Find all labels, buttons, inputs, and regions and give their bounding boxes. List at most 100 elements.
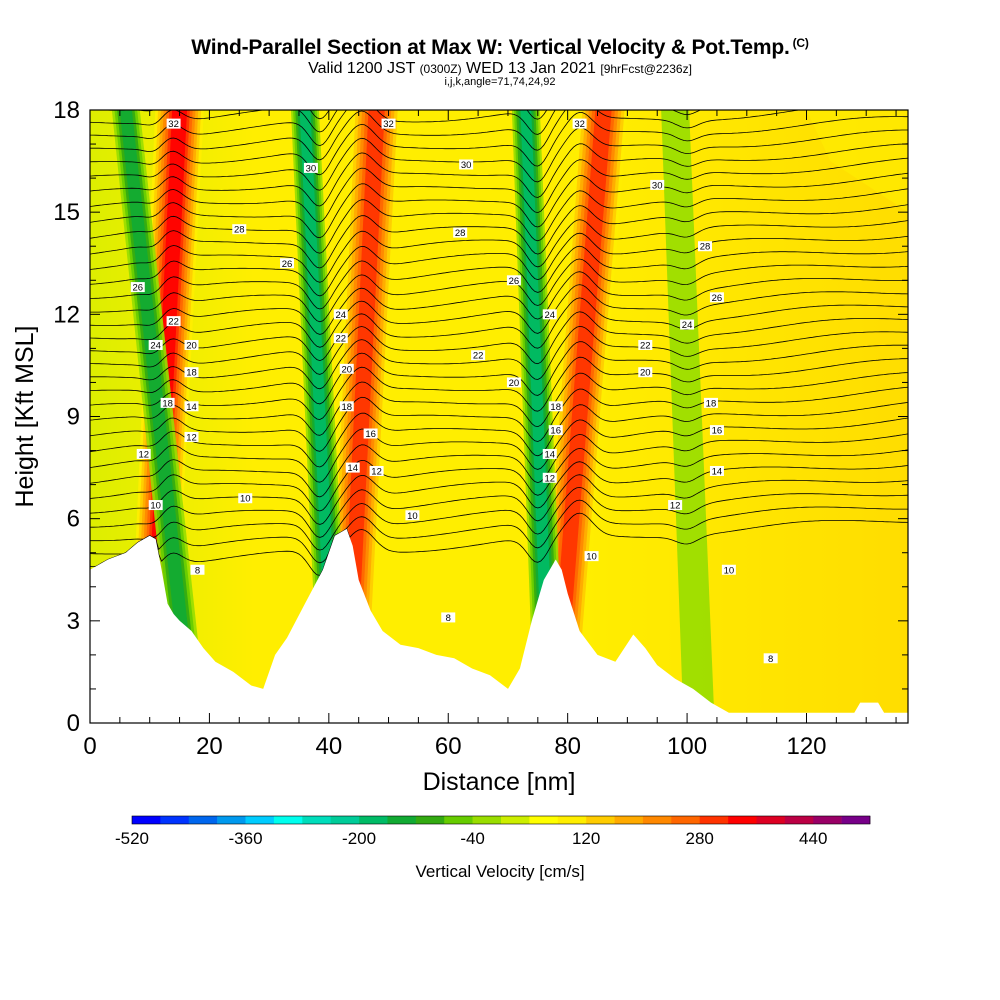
theta-label-bg [339, 401, 354, 412]
theta-contour-line [90, 271, 908, 335]
y-tick-label: 18 [53, 97, 80, 124]
theta-label-text: 10 [724, 565, 735, 576]
theta-label-bg [405, 510, 420, 521]
theta-label: 20 [184, 339, 199, 351]
theta-label-bg [441, 612, 456, 623]
theta-label: 8 [763, 653, 778, 665]
y-tick-label: 9 [67, 404, 80, 431]
theta-label-bg [542, 448, 557, 459]
theta-label: 12 [369, 465, 384, 477]
theta-label-text: 26 [712, 293, 723, 304]
theta-label-text: 24 [335, 310, 346, 321]
theta-label-text: 8 [195, 565, 200, 576]
theta-label-text: 14 [712, 466, 723, 477]
theta-label: 18 [184, 367, 199, 379]
theta-label-bg [184, 367, 199, 378]
theta-contour-line [90, 325, 908, 390]
theta-contour-line [90, 172, 908, 239]
y-tick-label: 12 [53, 301, 80, 328]
theta-label-text: 22 [335, 334, 346, 345]
colorbar-swatch [529, 816, 559, 824]
theta-label: 18 [160, 397, 175, 409]
x-tick-label: 60 [435, 733, 462, 760]
theta-label-text: 8 [768, 654, 773, 665]
theta-label: 28 [232, 224, 247, 236]
plot-area: 32 32 32 30 30 30 28 28 28 26 26 26 26 24 24 24 24 22 22 22… [90, 110, 908, 723]
theta-contour-line [90, 433, 908, 498]
colorbar-swatch [330, 816, 360, 824]
theta-contour-line [90, 143, 908, 207]
theta-label-text: 24 [682, 320, 693, 331]
y-tick-label: 6 [67, 506, 80, 533]
upper-right-ascent-area [806, 110, 908, 213]
theta-label-text: 24 [150, 340, 161, 351]
theta-contour-line [90, 219, 908, 283]
theta-label: 10 [721, 564, 736, 576]
theta-label-bg [381, 118, 396, 129]
theta-contour-line [90, 372, 908, 436]
theta-label-bg [709, 425, 724, 436]
colorbar-swatch [273, 816, 303, 824]
theta-label-bg [763, 653, 778, 664]
theta-label-text: 26 [282, 259, 293, 270]
colorbar-swatch [756, 816, 786, 824]
updraft-band-2-level-5 [548, 110, 612, 723]
theta-contour-line [90, 110, 802, 161]
theta-label-text: 16 [365, 429, 376, 440]
theta-label: 28 [453, 227, 468, 239]
colorbar-swatch [415, 816, 445, 824]
theta-label-bg [548, 425, 563, 436]
theta-label: 26 [506, 275, 521, 287]
colorbar-tick-label: 120 [572, 829, 600, 848]
theta-contour-line [90, 204, 908, 269]
theta-label: 30 [650, 179, 665, 191]
theta-label: 14 [709, 465, 724, 477]
theta-label-bg [697, 241, 712, 252]
theta-label-text: 20 [186, 340, 197, 351]
field-background [90, 110, 908, 723]
theta-label-bg [369, 465, 384, 476]
x-tick-label: 80 [554, 733, 581, 760]
theta-label-bg [166, 316, 181, 327]
theta-label: 20 [339, 363, 354, 375]
colorbar-swatch [813, 816, 842, 824]
colorbar-tick-label: -360 [229, 829, 263, 848]
theta-label-bg [638, 367, 653, 378]
theta-label-bg [680, 319, 695, 330]
theta-label: 10 [584, 551, 599, 563]
colorbar-swatch [387, 816, 417, 824]
x-tick-label: 100 [667, 733, 707, 760]
theta-label-text: 20 [509, 378, 520, 389]
colorbar-swatch [444, 816, 473, 824]
colorbar-swatch [132, 816, 161, 824]
theta-label-text: 32 [383, 119, 394, 130]
colorbar-swatch [359, 816, 388, 824]
theta-label-bg [650, 179, 665, 190]
theta-label: 16 [709, 425, 724, 437]
theta-label-text: 20 [341, 364, 352, 375]
theta-label-text: 22 [640, 340, 651, 351]
theta-label: 30 [459, 159, 474, 171]
chart-indices: i,j,k,angle=71,74,24,92 [444, 76, 556, 88]
theta-label: 16 [548, 425, 563, 437]
theta-label-text: 18 [706, 398, 717, 409]
theta-contour-line [90, 284, 908, 348]
theta-label-text: 20 [640, 368, 651, 379]
colorbar-swatch [245, 816, 275, 824]
theta-label: 14 [542, 448, 557, 460]
theta-label-text: 22 [473, 351, 484, 362]
theta-label-text: 30 [652, 180, 663, 191]
theta-contour-line [90, 311, 908, 375]
theta-label: 24 [148, 339, 163, 351]
theta-label-bg [160, 397, 175, 408]
chart-title-tag: (C) [792, 36, 809, 50]
theta-contour-line [90, 111, 908, 176]
theta-label-text: 14 [544, 449, 555, 460]
theta-contour-line [90, 245, 908, 310]
theta-label-text: 18 [341, 402, 352, 413]
theta-label: 32 [572, 118, 587, 130]
theta-label: 26 [130, 282, 145, 294]
theta-label-text: 28 [455, 228, 466, 239]
theta-label-text: 26 [132, 283, 143, 294]
x-tick-label: 40 [315, 733, 342, 760]
